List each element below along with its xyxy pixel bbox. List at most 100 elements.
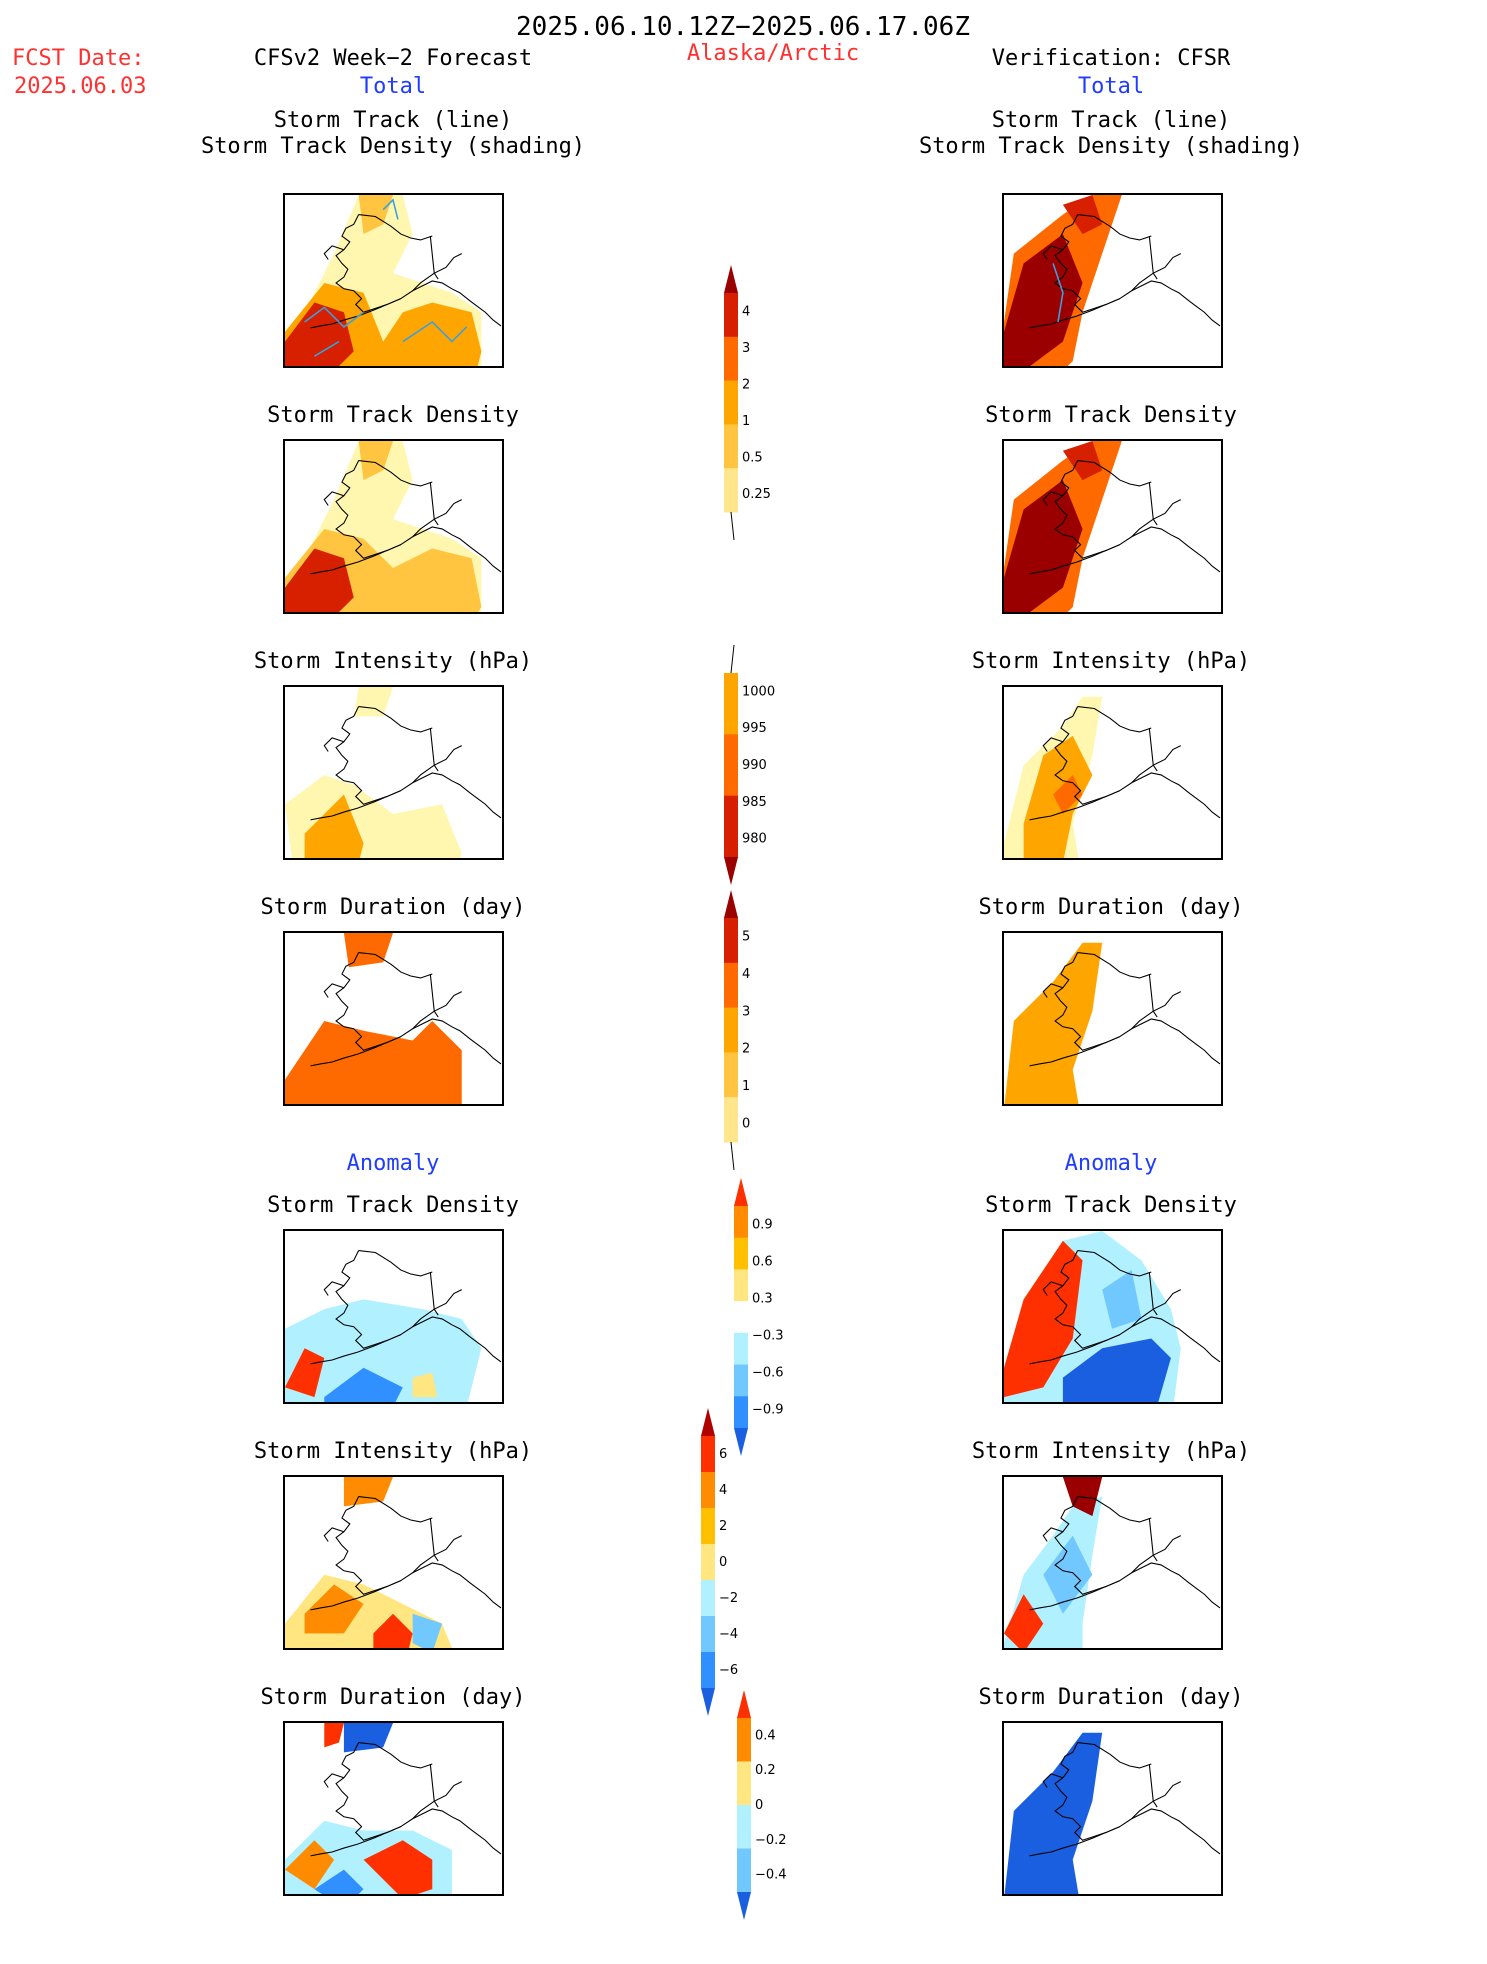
coastline: [1148, 1271, 1158, 1316]
coastline: [412, 499, 462, 538]
fcst-date-label: FCST Date:: [12, 46, 145, 71]
coastline: [1042, 491, 1064, 506]
coastline: [1148, 481, 1158, 526]
colorbar-tick-label: 0: [742, 1116, 750, 1131]
colorbar-tick-label: 2: [742, 377, 750, 392]
anomaly-label-right: Anomaly: [1064, 1151, 1158, 1176]
coastline: [335, 1250, 502, 1363]
colorbar-swatch: [724, 962, 738, 1009]
coastline: [1029, 1826, 1121, 1857]
coastline: [1131, 499, 1181, 538]
date-range-title: 2025.06.10.12Z−2025.06.17.06Z: [516, 12, 970, 42]
colorbar-end: [701, 1408, 715, 1436]
colorbar-swatch: [724, 795, 738, 858]
map-duration-forecast: [283, 931, 504, 1106]
coastline: [1077, 1250, 1152, 1277]
shaded-region: [343, 933, 394, 968]
shaded-region: [1004, 1594, 1044, 1648]
coastline: [1029, 790, 1121, 821]
colorbar-swatch: [724, 1052, 738, 1098]
coastline: [412, 1289, 462, 1328]
storm-track-line: [314, 340, 340, 357]
shaded-region: [1004, 1240, 1083, 1398]
coastline: [335, 1496, 502, 1609]
colorbar-end: [724, 857, 738, 885]
colorbar-tick-label: 0: [755, 1798, 763, 1813]
coastline: [1042, 1281, 1064, 1296]
colorbar-tick-label: 985: [742, 795, 767, 810]
coastline: [323, 1773, 345, 1788]
colorbar-tick-label: 990: [742, 758, 767, 773]
coastline: [1077, 214, 1152, 241]
colorbar-swatch: [734, 1237, 748, 1270]
shaded-region: [1043, 1535, 1093, 1614]
colorbar-tick-label: 0.5: [742, 450, 763, 465]
colorbar-tick-label: 0.4: [755, 1728, 776, 1743]
total-label-right: Total: [1077, 74, 1145, 99]
colorbar-tick-label: −0.6: [752, 1366, 784, 1381]
colorbar-tick-label: 0: [719, 1555, 727, 1570]
colorbar-tick-label: 2: [719, 1519, 727, 1534]
colorbar-swatch: [724, 380, 738, 425]
coastline: [1148, 1763, 1158, 1808]
coastline: [358, 214, 433, 241]
coastline: [1042, 245, 1064, 260]
coastline: [1148, 1517, 1158, 1562]
shaded-region: [1004, 1732, 1103, 1894]
title-track-shading-right: Storm Track Density (shading): [918, 134, 1304, 159]
colorbar-tick-label: −0.9: [752, 1403, 784, 1418]
shaded-region: [412, 1613, 443, 1648]
coastline: [1042, 1527, 1064, 1542]
colorbar-tick-label: 3: [742, 341, 750, 356]
colorbar-swatch: [734, 1206, 748, 1239]
shaded-region: [358, 441, 394, 481]
colorbar-swatch: [701, 1472, 715, 1509]
colorbar-tick-label: 0.2: [755, 1763, 776, 1778]
coastline: [1131, 1289, 1181, 1328]
shaded-region: [1004, 480, 1083, 612]
coastline: [358, 1742, 433, 1769]
shaded-region: [353, 687, 394, 717]
coastline: [429, 235, 439, 280]
colorbar-end: [734, 1178, 748, 1206]
title-intensity-anom-right: Storm Intensity (hPa): [971, 1439, 1251, 1464]
colorbar-swatch: [734, 1364, 748, 1397]
map-intensity-anomaly-forecast: [283, 1475, 504, 1650]
coastline: [412, 253, 462, 292]
title-duration-anom-left: Storm Duration (day): [260, 1685, 526, 1710]
map-intensity-forecast: [283, 685, 504, 860]
coastline: [310, 1036, 402, 1067]
coastline: [1042, 983, 1064, 998]
colorbar-tick-label: 5: [742, 930, 750, 945]
coastline: [1131, 745, 1181, 784]
region-label: Alaska/Arctic: [686, 41, 860, 66]
colorbar-swatch: [724, 1007, 738, 1053]
coastline: [358, 1250, 433, 1277]
shaded-region: [285, 1348, 325, 1398]
title-duration-right: Storm Duration (day): [978, 895, 1244, 920]
anomaly-label-left: Anomaly: [346, 1151, 440, 1176]
map-duration-anomaly-verification: [1002, 1721, 1223, 1896]
coastline: [335, 1742, 502, 1855]
coastline: [1131, 1535, 1181, 1574]
title-track-line-right: Storm Track (line): [991, 108, 1231, 133]
colorbar-end: [724, 265, 738, 293]
colorbar-density-anomaly: 0.9 0.6 0.3 −0.3 −0.6 −0.9: [734, 1178, 794, 1500]
colorbar-tick-label: −6: [719, 1663, 738, 1678]
title-density-anom-right: Storm Track Density: [985, 1193, 1237, 1218]
shaded-region: [1062, 1338, 1171, 1402]
coastline: [1054, 706, 1221, 819]
coastline: [310, 1580, 402, 1611]
coastline: [358, 952, 433, 979]
colorbar-tick-label: 1: [742, 414, 750, 429]
coastline: [412, 1535, 462, 1574]
coastline: [429, 973, 439, 1018]
colorbar-swatch: [724, 424, 738, 469]
coastline: [1054, 214, 1221, 327]
coastline: [412, 745, 462, 784]
colorbar-swatch: [734, 1301, 748, 1334]
shaded-region: [373, 1613, 413, 1648]
shaded-region: [1102, 1270, 1142, 1329]
shaded-region: [1004, 234, 1083, 366]
colorbar-swatch: [737, 1848, 751, 1893]
